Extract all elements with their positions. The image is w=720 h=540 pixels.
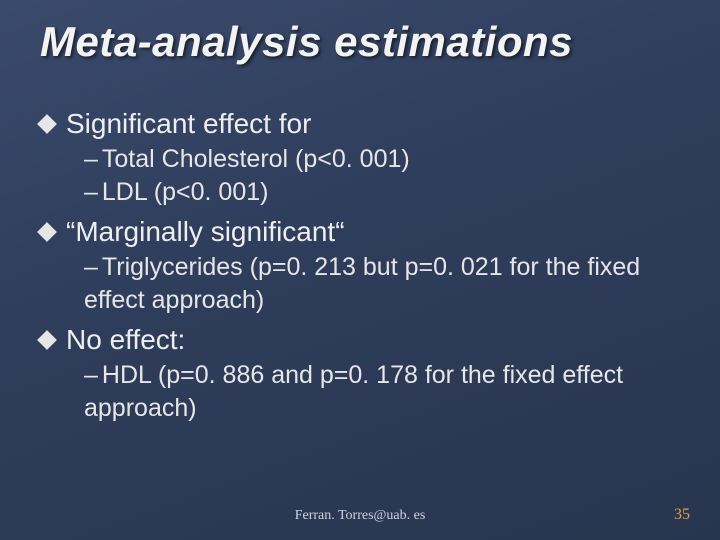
- dash-icon: –: [84, 361, 98, 389]
- bullet-level2: –Total Cholesterol (p<0. 001): [84, 143, 680, 176]
- page-number: 35: [674, 506, 690, 524]
- footer-email: Ferran. Torres@uab. es: [0, 508, 720, 524]
- dash-icon: –: [84, 178, 98, 206]
- slide-title: Meta-analysis estimations: [40, 18, 680, 66]
- l2-text: HDL (p=0. 886 and p=0. 178 for the fixed…: [84, 361, 623, 422]
- dash-icon: –: [84, 253, 98, 281]
- bullet-level1: No effect:: [40, 322, 680, 357]
- bullet-level1: Significant effect for: [40, 106, 680, 141]
- bullet-level2: –HDL (p=0. 886 and p=0. 178 for the fixe…: [84, 359, 680, 424]
- bullet-level2: –LDL (p<0. 001): [84, 176, 680, 209]
- l1-text: “Marginally significant“: [66, 216, 345, 247]
- diamond-icon: [37, 222, 57, 242]
- l2-text: Triglycerides (p=0. 213 but p=0. 021 for…: [84, 253, 640, 314]
- diamond-icon: [37, 114, 57, 134]
- slide: Meta-analysis estimations Significant ef…: [0, 0, 720, 540]
- l2-text: Total Cholesterol (p<0. 001): [102, 145, 410, 173]
- l1-text: No effect:: [66, 324, 185, 355]
- l1-text: Significant effect for: [66, 108, 311, 139]
- slide-content: Significant effect for –Total Cholestero…: [40, 100, 680, 424]
- dash-icon: –: [84, 145, 98, 173]
- l2-text: LDL (p<0. 001): [102, 178, 269, 206]
- bullet-level2: –Triglycerides (p=0. 213 but p=0. 021 fo…: [84, 251, 680, 316]
- diamond-icon: [37, 330, 57, 350]
- bullet-level1: “Marginally significant“: [40, 214, 680, 249]
